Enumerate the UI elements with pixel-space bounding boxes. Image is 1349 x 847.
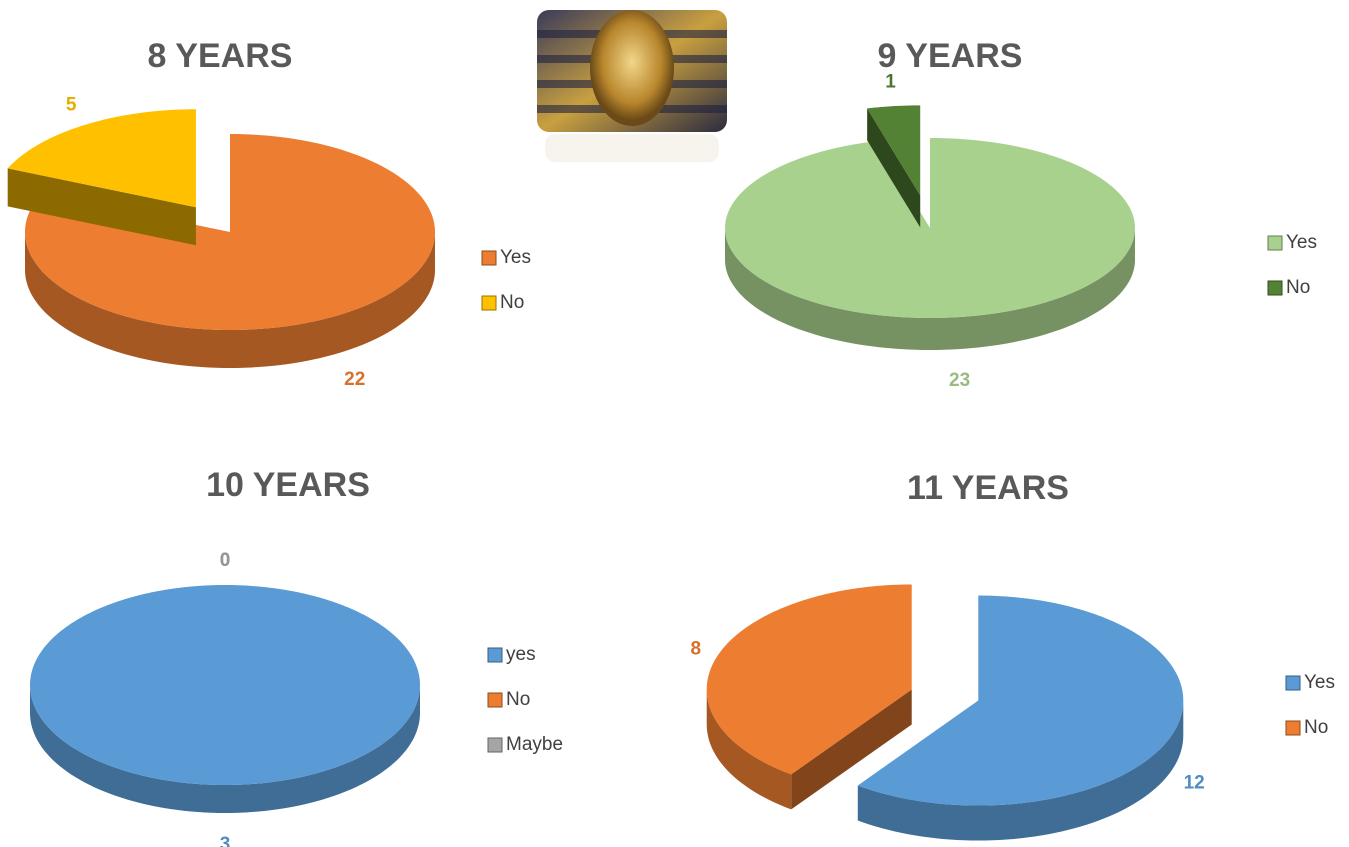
legend-label: No bbox=[1286, 277, 1310, 298]
data-label: 12 bbox=[1184, 772, 1205, 793]
slice-cut bbox=[867, 108, 921, 228]
pie-slice bbox=[25, 134, 435, 368]
slice-top bbox=[725, 138, 1135, 318]
legend-swatch bbox=[487, 692, 503, 708]
slice-cut bbox=[791, 689, 912, 810]
pie-slice bbox=[7, 109, 196, 246]
data-label: 1 bbox=[885, 71, 896, 92]
pie-slice bbox=[30, 585, 420, 813]
slice-side bbox=[725, 228, 1135, 350]
pie-slice bbox=[867, 105, 921, 228]
chart-title: 10 YEARS bbox=[206, 466, 370, 504]
legend-swatch bbox=[1285, 675, 1301, 691]
legend-swatch bbox=[1285, 720, 1301, 736]
chart-title: 8 YEARS bbox=[148, 37, 293, 75]
pie-slice bbox=[725, 138, 1135, 350]
legend-label: Yes bbox=[500, 247, 531, 268]
slice-top bbox=[867, 105, 921, 196]
legend-label: No bbox=[506, 689, 530, 710]
data-label: 5 bbox=[66, 94, 77, 115]
chart-title: 9 YEARS bbox=[878, 37, 1023, 75]
data-label: 22 bbox=[344, 369, 365, 390]
legend-swatch bbox=[487, 647, 503, 663]
slice-cut bbox=[7, 168, 196, 246]
slice-side bbox=[706, 689, 792, 810]
legend-label: Yes bbox=[1286, 232, 1317, 253]
data-label: 3 bbox=[220, 834, 231, 847]
slice-top bbox=[25, 134, 435, 330]
data-label: 23 bbox=[949, 370, 970, 391]
slice-top bbox=[706, 584, 912, 775]
pie-slice bbox=[857, 595, 1184, 841]
slice-side bbox=[857, 700, 1184, 841]
slice-side bbox=[25, 232, 435, 368]
slice-top bbox=[30, 585, 420, 785]
legend-swatch bbox=[1267, 235, 1283, 251]
data-label: 0 bbox=[220, 550, 231, 571]
legend-swatch bbox=[481, 250, 497, 266]
legend-label: No bbox=[1304, 717, 1328, 738]
pie-slice bbox=[706, 584, 912, 810]
chart-title: 11 YEARS bbox=[907, 469, 1069, 507]
legend-swatch bbox=[1267, 280, 1283, 296]
data-label: 8 bbox=[691, 639, 702, 660]
slice-side bbox=[30, 685, 420, 813]
legend-label: Yes bbox=[1304, 672, 1335, 693]
slice-top bbox=[7, 109, 196, 208]
pharaoh-picture bbox=[537, 10, 727, 162]
legend-swatch bbox=[481, 295, 497, 311]
legend-swatch bbox=[487, 737, 503, 753]
legend-label: Maybe bbox=[506, 734, 563, 755]
data-label: 0 bbox=[220, 550, 231, 571]
slice-top bbox=[857, 595, 1184, 806]
legend-label: yes bbox=[506, 644, 536, 665]
legend-label: No bbox=[500, 292, 524, 313]
